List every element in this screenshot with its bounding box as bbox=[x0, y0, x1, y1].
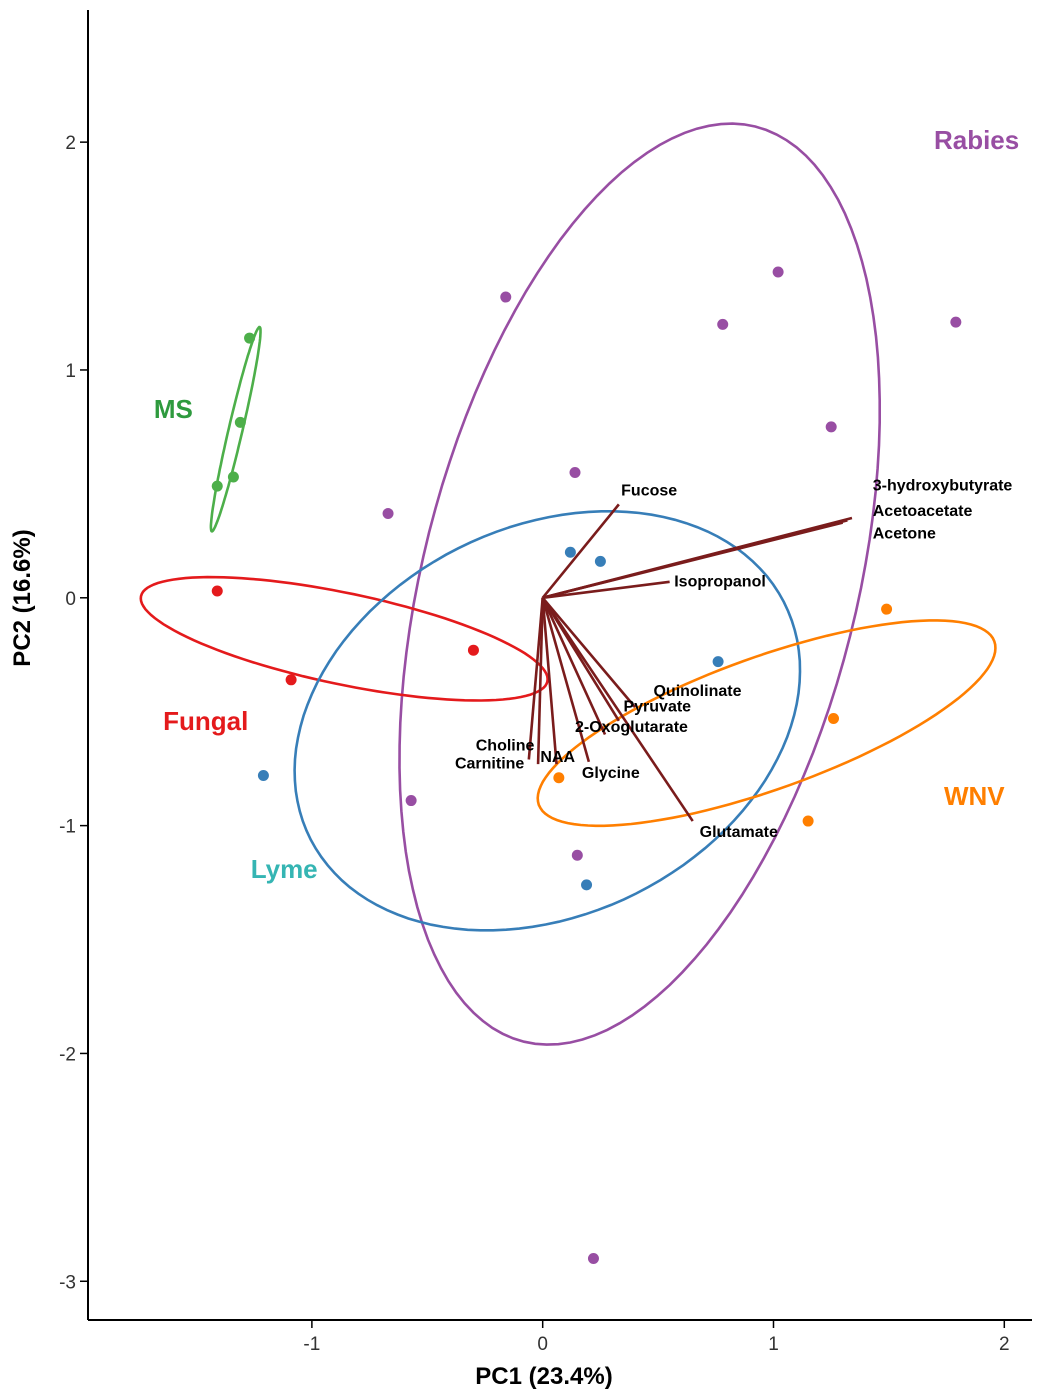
loading-labels: Fucose 3-hydroxybutyrate Acetoacetate Aceto… bbox=[455, 478, 1012, 841]
lyme-point bbox=[594, 555, 606, 567]
y-tick-label: -1 bbox=[59, 817, 76, 838]
ms-point bbox=[227, 471, 239, 483]
loading-label-pyruvate: Pyruvate bbox=[623, 699, 691, 716]
loading-label-glycine: Glycine bbox=[582, 765, 640, 782]
loading-label-3-hydroxybutyrate: 3-hydroxybutyrate bbox=[873, 478, 1013, 495]
lyme-ellipse bbox=[293, 510, 802, 932]
group-label-wnv: WNV bbox=[944, 781, 1005, 811]
confidence-ellipses bbox=[139, 122, 997, 1046]
ms-point bbox=[234, 416, 246, 428]
rabies-point bbox=[587, 1252, 599, 1264]
lyme-point bbox=[564, 546, 576, 558]
loading-vector-fucose bbox=[541, 503, 620, 599]
wnv-point bbox=[553, 772, 565, 784]
loading-vector-isopropanol bbox=[542, 580, 670, 600]
rabies-point bbox=[500, 291, 512, 303]
wnv-point bbox=[802, 815, 814, 827]
rabies-point bbox=[717, 318, 729, 330]
fungal-ellipse bbox=[139, 575, 549, 702]
rabies-point bbox=[405, 795, 417, 807]
group-label-lyme: Lyme bbox=[251, 854, 318, 884]
y-ticks: -3 -2 -1 0 1 2 bbox=[59, 133, 88, 1293]
x-tick-label: 0 bbox=[537, 1334, 548, 1355]
loading-label-2-oxoglutarate: 2-Oxoglutarate bbox=[575, 719, 688, 736]
y-axis-title: PC2 (16.6%) bbox=[9, 529, 36, 666]
x-tick-label: -1 bbox=[303, 1334, 320, 1355]
rabies-point bbox=[382, 507, 394, 519]
ms-ellipse bbox=[209, 325, 262, 533]
loading-vector-2-oxoglutarate bbox=[541, 597, 607, 736]
x-axis-title: PC1 (23.4%) bbox=[475, 1363, 612, 1390]
lyme-point bbox=[257, 769, 269, 781]
y-tick-label: 0 bbox=[65, 589, 76, 610]
y-tick-label: 1 bbox=[65, 361, 76, 382]
fungal-point bbox=[211, 585, 223, 597]
rabies-point bbox=[569, 466, 581, 478]
ms-point bbox=[211, 480, 223, 492]
loading-label-choline: Choline bbox=[476, 737, 535, 754]
y-tick-label: -3 bbox=[59, 1272, 76, 1293]
rabies-point bbox=[571, 849, 583, 861]
loading-label-naa: NAA bbox=[540, 749, 575, 766]
group-label-fungal: Fungal bbox=[163, 706, 248, 736]
loading-vector-glycine bbox=[541, 597, 591, 763]
wnv-ellipse bbox=[536, 619, 997, 828]
loading-label-quinolinate: Quinolinate bbox=[653, 683, 741, 700]
rabies-point bbox=[772, 266, 784, 278]
lyme-point bbox=[712, 656, 724, 668]
wnv-point bbox=[828, 713, 840, 725]
x-tick-label: 1 bbox=[768, 1334, 779, 1355]
group-label-rabies: Rabies bbox=[934, 125, 1019, 155]
rabies-ellipse bbox=[398, 122, 881, 1046]
loading-vector-quinolinate bbox=[541, 596, 637, 708]
y-tick-label: -2 bbox=[59, 1044, 76, 1065]
loading-vectors bbox=[527, 503, 853, 822]
axes bbox=[87, 10, 1032, 1321]
loading-label-carnitine: Carnitine bbox=[455, 756, 524, 773]
loading-label-isopropanol: Isopropanol bbox=[674, 573, 766, 590]
loading-vector-acetone bbox=[542, 521, 844, 600]
y-tick-label: 2 bbox=[65, 133, 76, 154]
lyme-point bbox=[581, 879, 593, 891]
loading-vector-carnitine bbox=[536, 597, 544, 765]
rabies-point bbox=[825, 421, 837, 433]
fungal-point bbox=[285, 674, 297, 686]
group-label-ms: MS bbox=[154, 394, 193, 424]
loading-label-acetoacetate: Acetoacetate bbox=[873, 503, 973, 520]
loading-vector-glutamate bbox=[541, 597, 694, 822]
fungal-point bbox=[467, 644, 479, 656]
x-tick-label: 2 bbox=[999, 1334, 1010, 1355]
loading-label-glutamate: Glutamate bbox=[700, 824, 778, 841]
sample-points bbox=[211, 266, 962, 1264]
loading-label-fucose: Fucose bbox=[621, 482, 677, 499]
loading-vector-naa bbox=[541, 597, 558, 765]
loading-vector-choline bbox=[527, 597, 544, 760]
rabies-point bbox=[950, 316, 962, 328]
group-labels: Rabies MS Fungal Lyme WNV bbox=[154, 125, 1019, 884]
wnv-point bbox=[881, 603, 893, 615]
ms-point bbox=[244, 332, 256, 344]
x-ticks: -1 0 1 2 bbox=[303, 1320, 1010, 1355]
loading-label-acetone: Acetone bbox=[873, 526, 936, 543]
